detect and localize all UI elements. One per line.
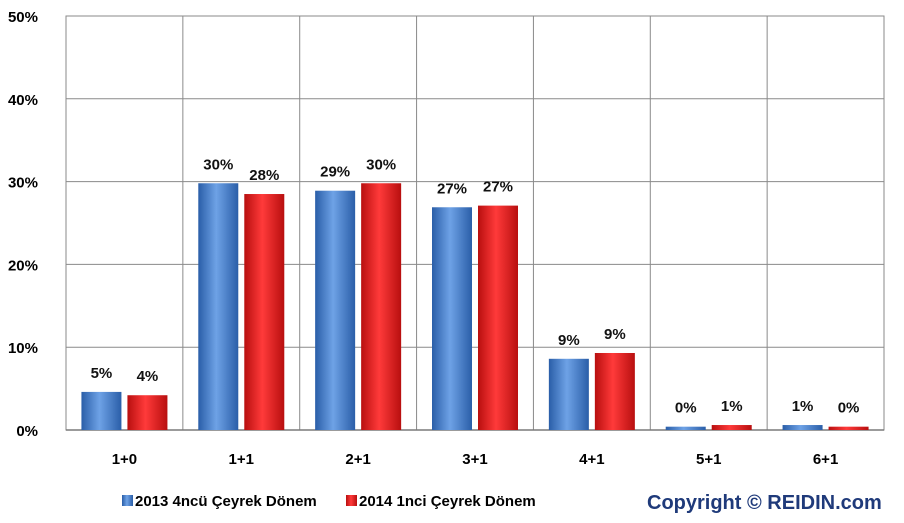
copyright-text: Copyright © REIDIN.com [647, 492, 882, 514]
data-label: 0% [838, 400, 860, 417]
bar [81, 391, 122, 430]
x-tick-label: 4+1 [579, 451, 604, 468]
bar [828, 426, 869, 430]
bar [478, 205, 518, 430]
x-tick-label: 2+1 [345, 451, 370, 468]
x-axis: 1+0 1+1 2+1 3+1 4+1 5+1 6+1 [112, 451, 839, 468]
data-label: 27% [483, 179, 513, 196]
y-tick-label: 40% [8, 92, 38, 109]
data-label: 0% [675, 400, 697, 417]
data-labels: 5% 4% 30% 28% 29% 30% 27% 27% 9% 9% 0% 1% 1% 0% [91, 156, 860, 416]
bar [548, 358, 589, 430]
data-label: 4% [137, 368, 159, 385]
data-label: 1% [792, 398, 814, 415]
legend-item: 2014 1nci Çeyrek Dönem [346, 493, 536, 510]
x-tick-label: 5+1 [696, 451, 721, 468]
bar [665, 426, 706, 430]
plot-border [65, 15, 885, 431]
x-tick-label: 1+1 [229, 451, 254, 468]
bar [782, 425, 823, 430]
y-tick-label: 30% [8, 175, 38, 192]
legend-swatch [122, 495, 133, 506]
y-axis: 0% 10% 20% 30% 40% 50% [8, 9, 38, 440]
y-tick-label: 20% [8, 257, 38, 274]
data-label: 5% [91, 365, 113, 382]
bar [594, 352, 635, 430]
bar [315, 190, 356, 430]
legend-item: 2013 4ncü Çeyrek Dönem [122, 493, 317, 510]
legend-swatch [346, 495, 357, 506]
bar [711, 425, 752, 430]
data-label: 27% [437, 180, 467, 197]
bar [127, 395, 168, 430]
data-label: 1% [721, 398, 743, 415]
legend-label: 2014 1nci Çeyrek Dönem [359, 493, 536, 510]
bars [81, 183, 869, 430]
y-tick-label: 0% [16, 423, 38, 440]
bar [432, 207, 472, 430]
x-tick-label: 6+1 [813, 451, 838, 468]
data-label: 30% [366, 156, 396, 173]
data-label: 29% [320, 164, 350, 181]
y-tick-label: 10% [8, 340, 38, 357]
legend-label: 2013 4ncü Çeyrek Dönem [135, 493, 317, 510]
plot-area [65, 15, 885, 431]
y-tick-label: 50% [8, 9, 38, 26]
x-tick-label: 1+0 [112, 451, 137, 468]
bar [198, 183, 239, 430]
bar [244, 194, 285, 430]
legend: 2013 4ncü Çeyrek Dönem 2014 1nci Çeyrek D… [122, 493, 536, 510]
data-label: 9% [604, 326, 626, 343]
bar [361, 183, 402, 430]
x-tick-label: 3+1 [462, 451, 487, 468]
data-label: 9% [558, 332, 580, 349]
data-label: 28% [249, 167, 279, 184]
data-label: 30% [203, 156, 233, 173]
